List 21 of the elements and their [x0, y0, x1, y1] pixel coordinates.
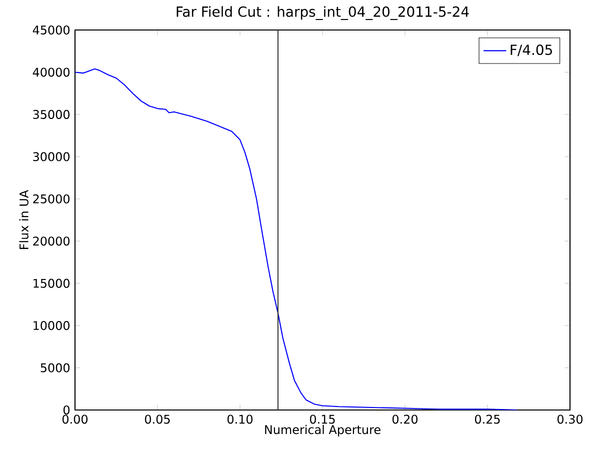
x-tick-label: 0.15	[310, 414, 335, 424]
y-tick-label: 10000	[34, 321, 70, 330]
legend-label: F/4.05	[510, 44, 552, 56]
x-tick-label: 0.25	[474, 414, 500, 424]
y-tick-label: 30000	[33, 152, 70, 162]
x-tick-label: 0.05	[144, 414, 170, 424]
x-tick-label: 0.30	[557, 414, 583, 424]
y-tick-label: 5000	[40, 363, 70, 372]
y-axis-title: Flux in UA	[19, 190, 28, 249]
y-tick-label: 35000	[33, 110, 70, 119]
x-tick-label: 0.10	[227, 414, 253, 424]
y-tick-label: 0	[63, 405, 70, 415]
y-tick-label: 15000	[34, 278, 70, 288]
x-tick-label: 0.20	[392, 414, 418, 424]
x-axis-title: Numerical Aperture	[265, 424, 380, 436]
chart-title: Far Field Cut : harps_int_04_20_2011-5-24	[176, 6, 469, 20]
y-tick-label: 45000	[32, 25, 70, 35]
y-tick-label: 25000	[33, 194, 70, 204]
y-tick-label: 20000	[33, 236, 70, 246]
y-tick-label: 40000	[32, 68, 70, 77]
x-tick-label: 0.00	[62, 414, 88, 424]
